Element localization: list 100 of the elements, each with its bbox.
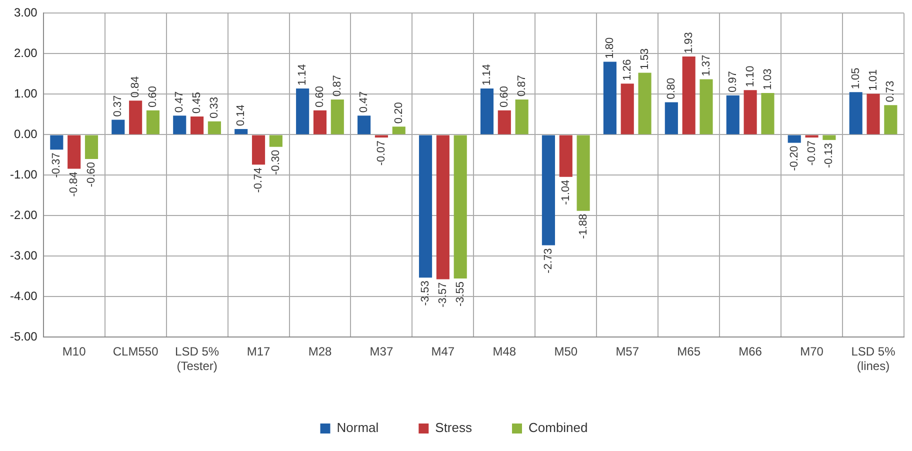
data-label: -1.04 xyxy=(560,180,572,205)
data-label: -0.84 xyxy=(68,172,80,197)
bar xyxy=(296,88,310,134)
x-tick-label: M48 xyxy=(492,344,516,359)
data-label: 0.14 xyxy=(235,104,248,126)
bar xyxy=(392,126,406,134)
bar xyxy=(234,129,248,134)
data-label: 0.45 xyxy=(191,92,204,114)
bar xyxy=(50,135,64,150)
data-label: 0.87 xyxy=(331,75,344,96)
y-tick-label: -1.00 xyxy=(10,168,38,182)
data-label: -1.88 xyxy=(577,214,590,239)
data-label: 0.33 xyxy=(208,96,220,118)
data-label: -0.37 xyxy=(50,152,63,178)
bar xyxy=(330,99,344,134)
x-tick-label: M57 xyxy=(616,344,640,359)
data-label: -2.73 xyxy=(542,248,554,274)
y-tick-label: -4.00 xyxy=(10,289,38,304)
y-tick-label: 0.00 xyxy=(14,127,38,142)
bar xyxy=(358,116,371,134)
bar xyxy=(576,135,590,211)
data-label: 1.93 xyxy=(682,32,695,54)
data-label: -3.55 xyxy=(454,281,466,307)
x-tick-label: M17 xyxy=(246,344,271,359)
x-tick-label: LSD 5% (lines) xyxy=(851,344,896,374)
data-label: 0.84 xyxy=(130,76,142,98)
bar xyxy=(454,135,467,278)
x-tick-label: M37 xyxy=(370,344,394,359)
legend-label: Stress xyxy=(435,420,472,436)
bar xyxy=(480,88,494,134)
data-label: -3.57 xyxy=(436,282,449,308)
x-tick-label: M28 xyxy=(308,344,332,359)
data-label: -3.53 xyxy=(420,280,432,306)
bar xyxy=(112,120,125,134)
bar xyxy=(726,95,740,134)
y-tick-label: 3.00 xyxy=(14,6,38,20)
bar xyxy=(436,135,450,280)
data-label: 0.60 xyxy=(314,86,326,108)
bar xyxy=(761,92,774,134)
x-tick-label: LSD 5% (Tester) xyxy=(175,344,220,374)
bar xyxy=(542,135,555,246)
data-label: 1.03 xyxy=(762,68,774,90)
data-label: 0.97 xyxy=(726,70,739,92)
bar xyxy=(700,79,713,134)
data-label: 0.37 xyxy=(112,95,124,117)
data-label: 1.53 xyxy=(638,48,651,70)
data-label: 1.14 xyxy=(296,64,309,86)
data-label: 0.73 xyxy=(884,80,897,102)
data-label: 1.80 xyxy=(604,37,616,59)
data-label: 1.26 xyxy=(621,59,634,81)
bar xyxy=(252,135,266,165)
data-label: -0.07 xyxy=(806,140,818,166)
y-tick-label: -5.00 xyxy=(10,330,38,344)
data-label: 1.10 xyxy=(744,66,756,88)
data-label: 1.14 xyxy=(481,64,494,86)
bar xyxy=(374,135,388,138)
data-label: 1.05 xyxy=(850,68,862,90)
data-label: 1.37 xyxy=(700,54,712,76)
bar xyxy=(638,72,652,134)
y-tick-label: 1.00 xyxy=(14,86,38,101)
y-tick-label: -2.00 xyxy=(10,208,38,222)
bar xyxy=(68,135,81,169)
y-tick-label: -3.00 xyxy=(10,248,38,263)
data-label: 0.87 xyxy=(516,75,528,96)
data-label: -0.30 xyxy=(270,150,282,175)
bar xyxy=(129,100,142,134)
bar xyxy=(788,135,801,143)
bar xyxy=(418,135,432,278)
bar xyxy=(84,135,98,159)
data-label: -0.74 xyxy=(252,168,265,193)
y-tick-label: 2.00 xyxy=(14,46,38,60)
bar xyxy=(620,84,634,134)
bar xyxy=(559,135,572,177)
bar xyxy=(682,56,696,134)
bar xyxy=(190,116,204,134)
data-label: 0.60 xyxy=(498,86,510,108)
bar xyxy=(515,99,528,134)
data-label: 0.47 xyxy=(358,91,370,113)
bar xyxy=(822,135,836,140)
data-label: -0.20 xyxy=(788,146,800,171)
x-tick-label: M66 xyxy=(738,344,762,359)
bar xyxy=(866,94,880,134)
x-tick-label: M47 xyxy=(431,344,455,359)
legend-label: Combined xyxy=(528,420,588,436)
data-label: 0.80 xyxy=(665,78,678,100)
x-tick-label: M10 xyxy=(62,344,86,359)
x-tick-label: M50 xyxy=(554,344,578,359)
bar xyxy=(849,92,862,134)
bar xyxy=(208,121,221,134)
bar xyxy=(173,116,186,134)
bar xyxy=(498,110,511,134)
data-label: 0.20 xyxy=(392,102,405,124)
data-label: -0.07 xyxy=(375,140,388,166)
data-label: -0.60 xyxy=(86,162,98,188)
bar xyxy=(884,105,898,134)
bar xyxy=(664,102,678,134)
data-label: 1.01 xyxy=(867,69,880,91)
bar xyxy=(269,135,282,147)
x-tick-label: M70 xyxy=(800,344,824,359)
x-tick-label: M65 xyxy=(677,344,701,359)
